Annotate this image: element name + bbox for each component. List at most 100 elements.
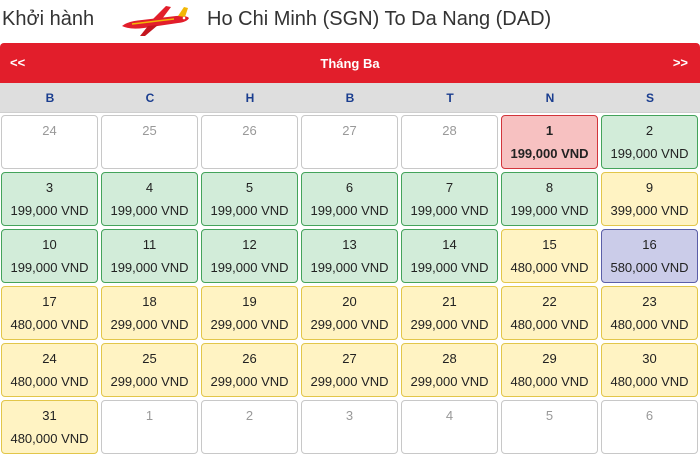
day-price: 299,000 VND [110,317,189,332]
day-number: 13 [342,237,357,252]
day-price: 199,000 VND [10,203,89,218]
day-number: 12 [242,237,257,252]
day-price: 199,000 VND [510,146,589,161]
calendar-day[interactable]: 4 199,000 VND [101,172,198,226]
calendar-day[interactable]: 15 480,000 VND [501,229,598,283]
day-price: 480,000 VND [10,431,89,446]
day-number: 26 [242,123,257,138]
calendar-day-inactive: 5 [501,400,598,454]
calendar-day[interactable]: 14 199,000 VND [401,229,498,283]
weekday-header: B C H B T N S [0,83,700,113]
day-number: 3 [45,180,54,195]
calendar-day[interactable]: 21 299,000 VND [401,286,498,340]
day-price: 299,000 VND [110,374,189,389]
day-number: 18 [142,294,157,309]
calendar-day[interactable]: 8 199,000 VND [501,172,598,226]
calendar-day[interactable]: 3 199,000 VND [1,172,98,226]
day-number: 31 [42,408,57,423]
day-number: 29 [542,351,557,366]
calendar-day[interactable]: 6 199,000 VND [301,172,398,226]
calendar-day-inactive: 6 [601,400,698,454]
day-price: 199,000 VND [410,260,489,275]
calendar-day[interactable]: 13 199,000 VND [301,229,398,283]
day-number: 19 [242,294,257,309]
next-month-button[interactable]: >> [672,55,688,70]
prev-month-button[interactable]: << [10,55,26,70]
calendar-day-inactive: 25 [101,115,198,169]
day-price: 199,000 VND [510,203,589,218]
calendar-day[interactable]: 31 480,000 VND [1,400,98,454]
calendar-day[interactable]: 28 299,000 VND [401,343,498,397]
day-price: 299,000 VND [310,374,389,389]
day-price: 199,000 VND [210,203,289,218]
calendar-day[interactable]: 16 580,000 VND [601,229,698,283]
day-price: 299,000 VND [410,374,489,389]
calendar-day[interactable]: 30 480,000 VND [601,343,698,397]
calendar-day-inactive: 24 [1,115,98,169]
day-number: 20 [342,294,357,309]
flight-header: Khởi hành Ho Chi Minh (SGN) To Da Nang (… [0,0,700,40]
calendar-day[interactable]: 7 199,000 VND [401,172,498,226]
calendar-day[interactable]: 11 199,000 VND [101,229,198,283]
day-number: 1 [145,408,154,423]
day-number: 27 [342,123,357,138]
day-number: 3 [345,408,354,423]
day-price: 480,000 VND [610,374,689,389]
calendar-day-inactive: 2 [201,400,298,454]
day-number: 2 [245,408,254,423]
calendar-day[interactable]: 1 199,000 VND [501,115,598,169]
calendar-day[interactable]: 5 199,000 VND [201,172,298,226]
calendar-day[interactable]: 17 480,000 VND [1,286,98,340]
weekday-label: B [345,91,355,105]
weekday-label: T [446,91,454,105]
day-number: 14 [442,237,457,252]
calendar-day[interactable]: 10 199,000 VND [1,229,98,283]
route-title: Ho Chi Minh (SGN) To Da Nang (DAD) [207,8,552,30]
calendar-day[interactable]: 29 480,000 VND [501,343,598,397]
weekday-label: C [145,91,155,105]
calendar-day[interactable]: 27 299,000 VND [301,343,398,397]
calendar-day[interactable]: 2 199,000 VND [601,115,698,169]
day-price: 480,000 VND [510,374,589,389]
calendar-day[interactable]: 20 299,000 VND [301,286,398,340]
weekday-label: B [45,91,55,105]
day-number: 8 [545,180,554,195]
day-number: 9 [645,180,654,195]
day-price: 199,000 VND [10,260,89,275]
calendar-day[interactable]: 19 299,000 VND [201,286,298,340]
weekday-label: H [245,91,255,105]
calendar-day[interactable]: 23 480,000 VND [601,286,698,340]
day-number: 24 [42,351,57,366]
calendar-grid: 24 25 26 27 28 1 199,000 VND 2 199,000 VND 3 199,0… [0,115,700,457]
day-number: 11 [142,237,157,252]
day-number: 1 [545,123,554,138]
day-price: 480,000 VND [10,317,89,332]
day-price: 199,000 VND [310,203,389,218]
calendar-day[interactable]: 22 480,000 VND [501,286,598,340]
day-number: 6 [345,180,354,195]
calendar-day-inactive: 1 [101,400,198,454]
calendar-day-inactive: 26 [201,115,298,169]
day-number: 16 [642,237,657,252]
day-price: 199,000 VND [210,260,289,275]
calendar-day[interactable]: 25 299,000 VND [101,343,198,397]
month-title: Tháng Ba [320,56,380,71]
calendar-day[interactable]: 24 480,000 VND [1,343,98,397]
airplane-icon [122,6,189,36]
day-number: 25 [142,351,157,366]
calendar-day[interactable]: 26 299,000 VND [201,343,298,397]
depart-label: Khởi hành [2,8,95,30]
day-price: 199,000 VND [410,203,489,218]
calendar-day[interactable]: 12 199,000 VND [201,229,298,283]
day-number: 7 [445,180,454,195]
day-price: 299,000 VND [410,317,489,332]
calendar-day[interactable]: 18 299,000 VND [101,286,198,340]
day-price: 199,000 VND [310,260,389,275]
day-price: 580,000 VND [610,260,689,275]
calendar-day-inactive: 3 [301,400,398,454]
day-number: 22 [542,294,557,309]
day-number: 4 [445,408,454,423]
day-number: 25 [142,123,157,138]
day-number: 24 [42,123,57,138]
calendar-day[interactable]: 9 399,000 VND [601,172,698,226]
